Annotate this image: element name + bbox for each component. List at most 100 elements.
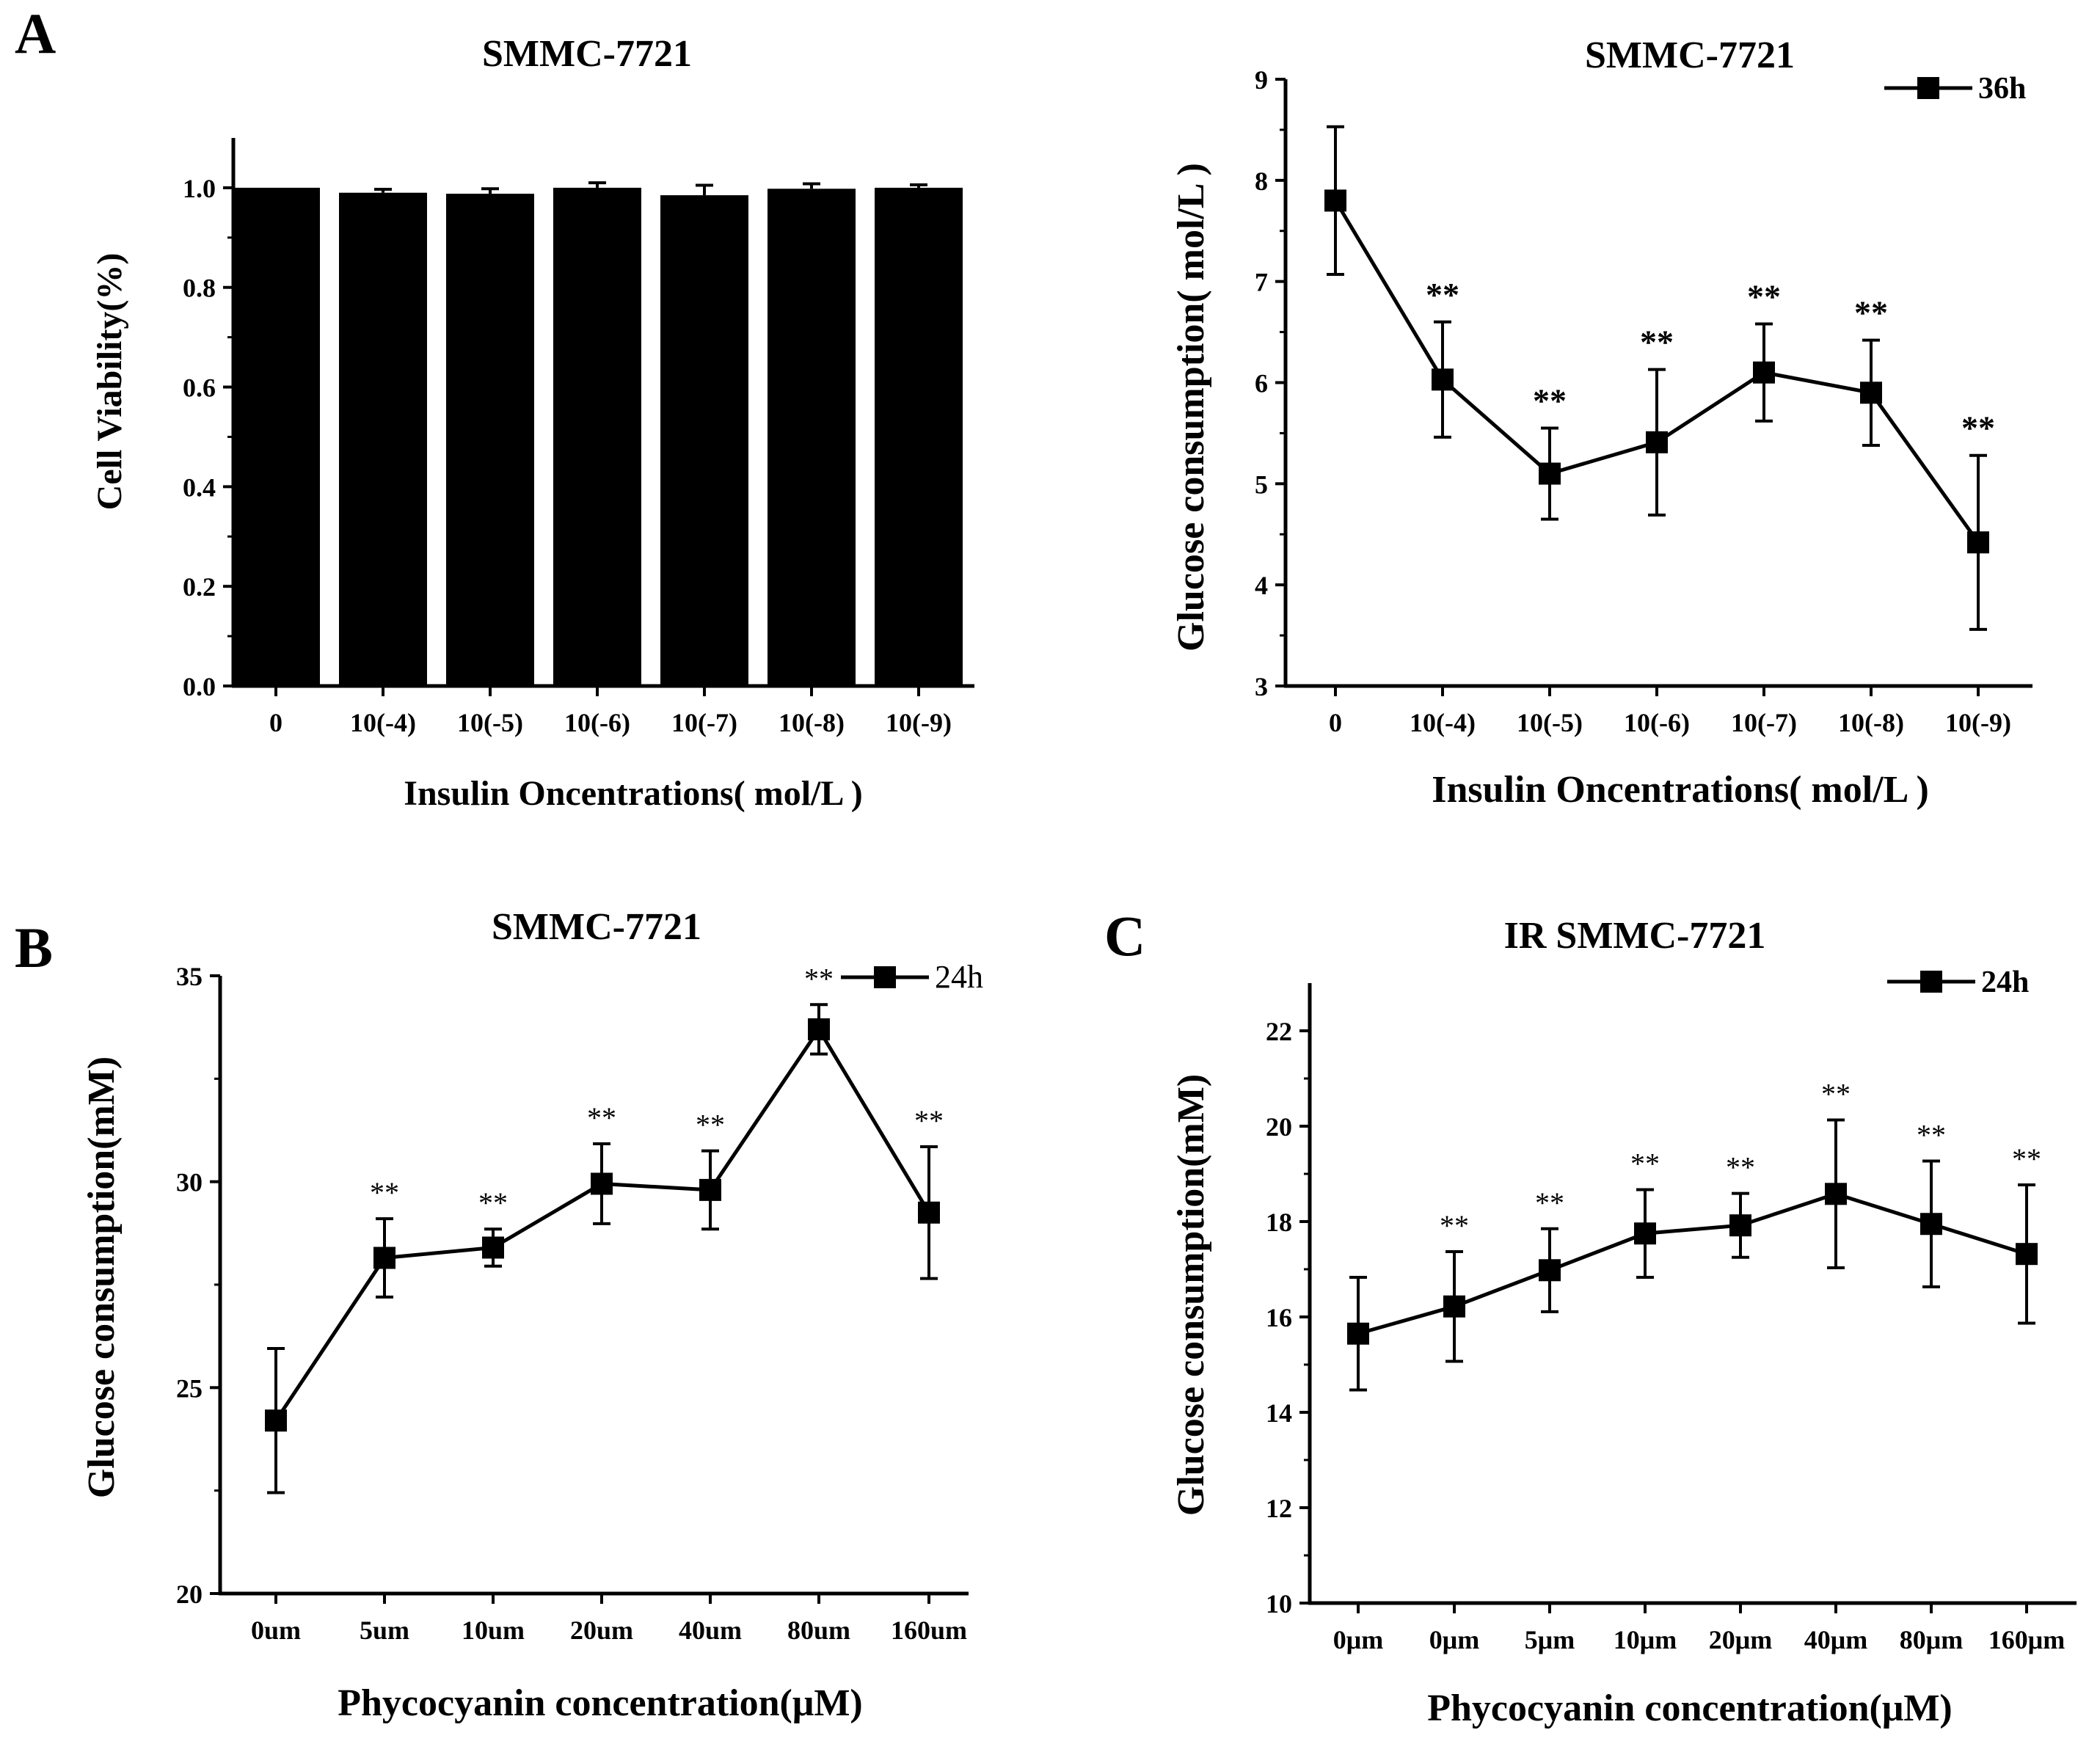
chart-a2-point: [1646, 431, 1668, 453]
chart-a2-xtick-label: 10(-9): [1945, 708, 2011, 737]
chart-b-significance: **: [587, 1101, 616, 1134]
chart-a2-significance: **: [1854, 294, 1888, 332]
chart-a1-bar: [339, 192, 427, 686]
chart-b-ytick-label: 20: [176, 1580, 203, 1609]
chart-b-xtick-label: 20um: [570, 1616, 633, 1645]
chart-b-legend-marker: [874, 966, 896, 988]
chart-c-series-line: [1357, 1191, 2027, 1336]
chart-b-xtick-label: 0um: [251, 1616, 301, 1645]
chart-c-xtick-label: 0μm: [1429, 1625, 1479, 1654]
chart-a1-bar: [660, 195, 748, 686]
chart-a1-xtick-label: 10(-9): [886, 708, 952, 737]
chart-c-xtick-label: 10μm: [1614, 1625, 1677, 1654]
chart-a2-legend-marker: [1917, 77, 1939, 99]
chart-c-significance: **: [1821, 1078, 1851, 1111]
chart-b-point: [918, 1201, 940, 1224]
panel-label-a: A: [15, 1, 56, 65]
chart-c-xtick-label: 5μm: [1525, 1625, 1575, 1654]
chart-c-xtick-label: 20μm: [1709, 1625, 1772, 1654]
panel-label-b: B: [15, 916, 53, 979]
chart-b-point: [699, 1178, 721, 1201]
chart-c-significance: **: [1440, 1209, 1469, 1242]
chart-c-significance: **: [1630, 1147, 1660, 1180]
chart-a2-ytick-label: 9: [1255, 65, 1268, 95]
chart-a2-point: [1432, 368, 1454, 391]
chart-b-ytick-label: 35: [176, 962, 203, 991]
chart-a1-bar: [553, 187, 641, 687]
chart-b-legend-label: 24h: [935, 959, 983, 995]
chart-a1-xtick-label: 0: [269, 708, 282, 737]
chart-b-significance: **: [478, 1186, 508, 1219]
chart-a1-ytick-label: 1.0: [183, 174, 216, 203]
chart-c-significance: **: [1917, 1118, 1946, 1151]
panel-label-c: C: [1104, 904, 1145, 968]
chart-a2-xtick-label: 10(-4): [1410, 708, 1476, 737]
chart-a2-point: [1324, 189, 1346, 212]
chart-c-significance: **: [1726, 1151, 1755, 1184]
chart-b-point: [482, 1236, 504, 1259]
chart-a1-ylabel: Cell Viability(%): [90, 253, 129, 511]
chart-c-legend-label: 24h: [1981, 966, 2029, 999]
chart-a2-xtick-label: 0: [1329, 708, 1342, 737]
chart-a1-ytick-label: 0.0: [183, 672, 216, 701]
chart-a2-ytick-label: 3: [1255, 672, 1268, 701]
chart-a2-significance: **: [1533, 382, 1567, 420]
chart-a1-ytick-label: 0.8: [183, 274, 216, 303]
chart-b-xtick-label: 160um: [891, 1616, 967, 1645]
chart-c-xtick-label: 0μm: [1333, 1625, 1383, 1654]
chart-a2-xtick-label: 10(-8): [1838, 708, 1904, 737]
chart-a1-xlabel: Insulin Oncentrations( mol/L ): [404, 774, 862, 813]
chart-c-point: [1729, 1214, 1751, 1237]
chart-b-title: SMMC-7721: [492, 906, 701, 948]
chart-b-significance: **: [370, 1176, 399, 1209]
chart-c-ytick-label: 18: [1266, 1208, 1292, 1237]
chart-b-xtick-label: 5um: [360, 1616, 409, 1645]
chart-c-xtick-label: 160μm: [1988, 1625, 2065, 1654]
chart-a1-xtick-label: 10(-6): [564, 708, 630, 737]
chart-b-ytick-label: 30: [176, 1168, 203, 1197]
chart-c-ylabel: Glucose consumption(mM): [1170, 1074, 1212, 1516]
chart-a2-xtick-label: 10(-6): [1624, 708, 1690, 737]
chart-c-ytick-label: 20: [1266, 1112, 1292, 1142]
chart-c-title: IR SMMC-7721: [1504, 915, 1766, 957]
chart-c-significance: **: [2012, 1142, 2041, 1175]
chart-b-significance: **: [696, 1109, 725, 1142]
chart-c-glucose-ir: IR SMMC-7721 24h 10 12 14 16 18 20 22 0μm 0μm 5μ…: [1170, 915, 2077, 1729]
chart-c-point: [1347, 1322, 1369, 1345]
chart-b-point: [808, 1018, 830, 1040]
chart-b-glucose-phycocyanin: SMMC-7721 24h 20 25 30 35 0um 5um 10um 20um 40u…: [81, 906, 983, 1724]
chart-a1-xtick-label: 10(-4): [350, 708, 416, 737]
chart-a1-bar: [446, 194, 534, 686]
chart-c-xtick-label: 40μm: [1804, 1625, 1867, 1654]
chart-a2-point: [1860, 382, 1882, 404]
chart-a1-bar: [875, 187, 963, 687]
chart-b-point: [265, 1409, 287, 1432]
chart-b-significance: **: [804, 962, 834, 995]
chart-b-xtick-label: 40um: [679, 1616, 742, 1645]
chart-c-xlabel: Phycocyanin concentration(μM): [1427, 1687, 1952, 1729]
chart-a1-xtick-label: 10(-5): [457, 708, 523, 737]
chart-a2-ytick-label: 4: [1255, 571, 1268, 600]
chart-b-significance: **: [914, 1104, 944, 1137]
chart-a1-cell-viability: SMMC-7721 0.0 0.2 0.4 0.6 0.8 1.0 0 10(-4) 10(-…: [90, 33, 974, 813]
chart-a2-xlabel: Insulin Oncentrations( mol/L ): [1432, 769, 1929, 811]
chart-a2-xtick-label: 10(-7): [1731, 708, 1797, 737]
chart-c-ytick-label: 22: [1266, 1017, 1292, 1046]
chart-a1-ytick-label: 0.2: [183, 572, 216, 602]
chart-c-xtick-label: 80μm: [1900, 1625, 1963, 1654]
chart-b-point: [591, 1172, 613, 1195]
chart-a2-significance: **: [1640, 324, 1674, 361]
chart-a2-significance: **: [1426, 276, 1459, 313]
chart-a2-xtick-label: 10(-5): [1517, 708, 1583, 737]
chart-c-point: [1443, 1295, 1465, 1318]
chart-a2-ytick-label: 6: [1255, 369, 1268, 398]
chart-b-ylabel: Glucose consumption(mM): [81, 1056, 123, 1498]
chart-a2-glucose-insulin: SMMC-7721 36h 3 4 5 6 7 8 9 0 10(-4) 10(-5) 10(-6…: [1170, 34, 2032, 811]
chart-a2-ytick-label: 5: [1255, 470, 1268, 499]
chart-b-xlabel: Phycocyanin concentration(μM): [338, 1682, 862, 1724]
chart-b-ytick-label: 25: [176, 1373, 203, 1403]
chart-b-point: [373, 1247, 395, 1269]
chart-c-ytick-label: 12: [1266, 1494, 1292, 1523]
chart-a2-significance: **: [1961, 409, 1995, 447]
